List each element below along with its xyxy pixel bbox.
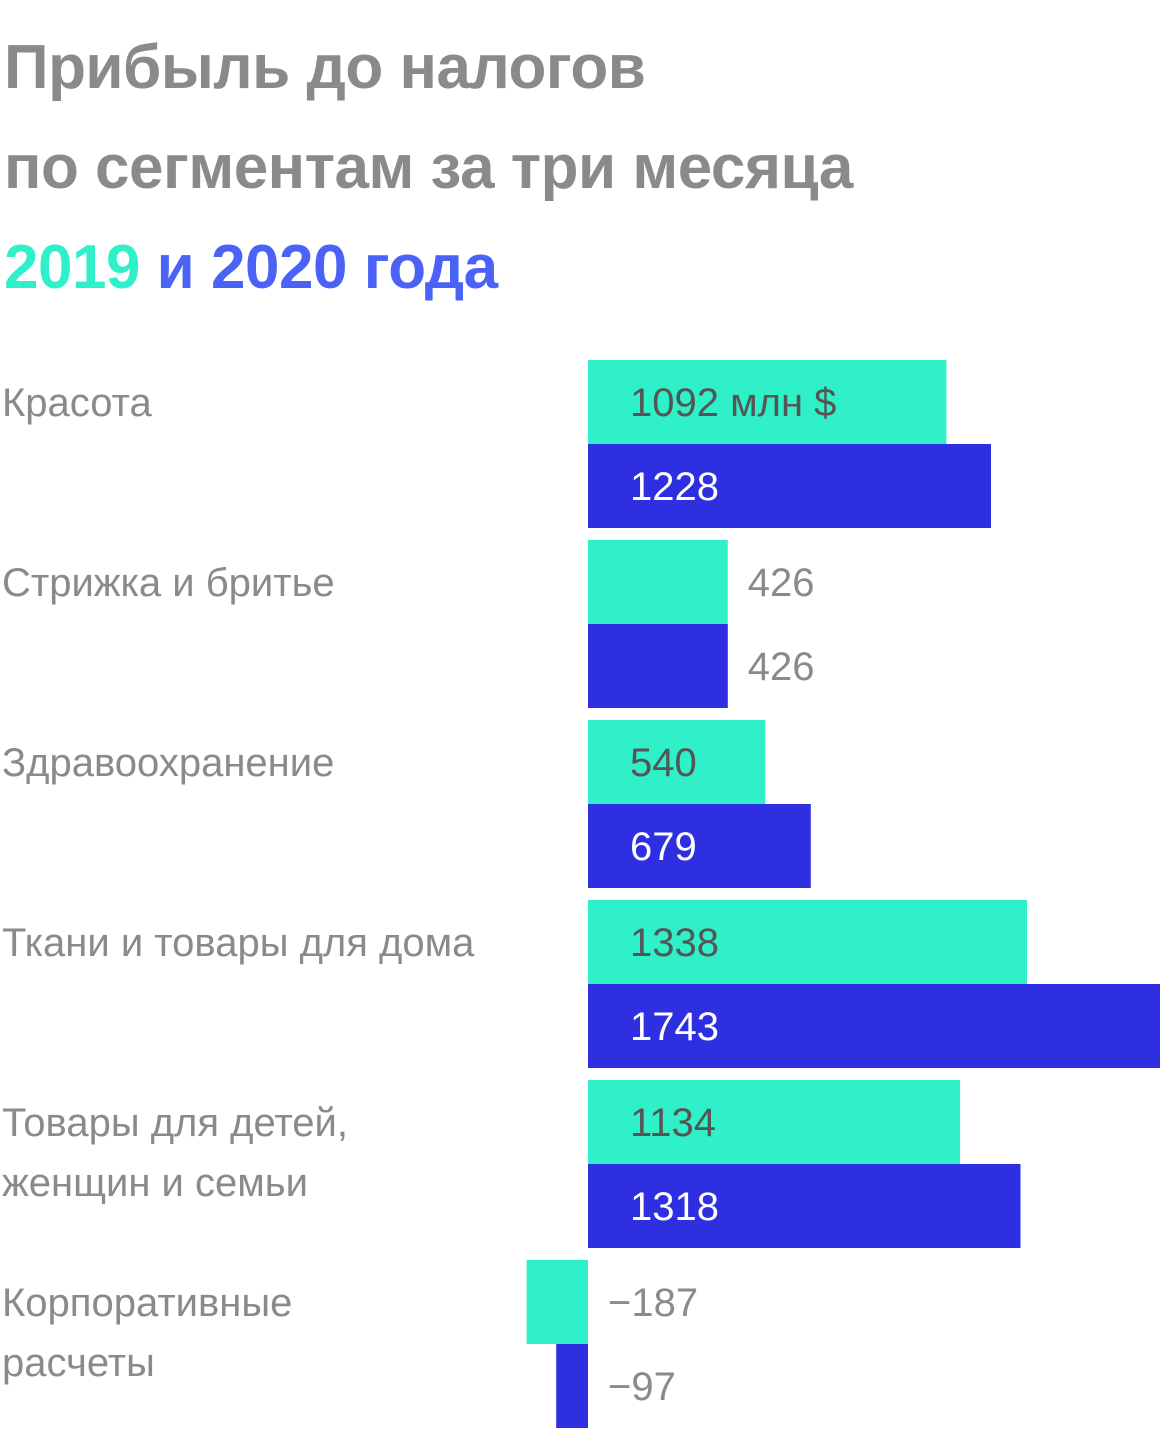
category-label-line: Корпоративные bbox=[2, 1281, 292, 1325]
title-year-2019: 2019 bbox=[4, 233, 140, 302]
category-label-line: Ткани и товары для дома bbox=[2, 921, 475, 965]
category-label-line: Красота bbox=[2, 381, 152, 425]
bar-2020-1 bbox=[588, 624, 728, 708]
bar-2019-0 bbox=[588, 360, 947, 444]
value-label: 540 bbox=[630, 741, 697, 785]
title-year-2020: 2020 bbox=[211, 233, 347, 302]
category-label-line: женщин и семьи bbox=[2, 1161, 308, 1205]
bar-2019-1 bbox=[588, 540, 728, 624]
category-label-line: расчеты bbox=[2, 1341, 155, 1385]
chart-title: Прибыль до налогов по сегментам за три м… bbox=[4, 18, 853, 318]
value-label: 426 bbox=[748, 645, 815, 689]
category-label: Товары для детей, женщин и семьи bbox=[2, 1101, 348, 1205]
bar-2020-2 bbox=[588, 804, 811, 888]
chart-title-line2: по сегментам за три месяца bbox=[4, 133, 853, 202]
value-label: 1338 bbox=[630, 921, 719, 965]
bar-2020-3 bbox=[588, 984, 1160, 1068]
title-connector: и bbox=[156, 233, 195, 302]
bar-2019-4 bbox=[588, 1080, 961, 1164]
value-label: 1743 bbox=[630, 1005, 719, 1049]
bar-2019-3 bbox=[588, 900, 1028, 984]
value-label: 1092 млн $ bbox=[630, 381, 836, 425]
value-label: −187 bbox=[608, 1281, 698, 1325]
title-suffix: года bbox=[363, 233, 498, 302]
bar-2020-5 bbox=[556, 1344, 588, 1428]
category-label: Корпоративные расчеты bbox=[2, 1281, 292, 1385]
value-label: 679 bbox=[630, 825, 697, 869]
chart-title-line1: Прибыль до налогов bbox=[4, 33, 646, 102]
value-label: 426 bbox=[748, 561, 815, 605]
bar-2019-5 bbox=[526, 1260, 588, 1344]
category-label: Стрижка и бритье bbox=[2, 561, 335, 605]
value-label: 1318 bbox=[630, 1185, 719, 1229]
category-label-line: Стрижка и бритье bbox=[2, 561, 335, 605]
value-label: 1228 bbox=[630, 465, 719, 509]
value-label: 1134 bbox=[630, 1101, 716, 1145]
category-label: Красота bbox=[2, 381, 152, 425]
value-label: −97 bbox=[608, 1365, 676, 1409]
chart-title-line3: 2019 и 2020 года bbox=[4, 218, 853, 318]
bar-2020-0 bbox=[588, 444, 991, 528]
category-label: Здравоохранение bbox=[2, 741, 334, 785]
category-label-line: Товары для детей, bbox=[2, 1101, 348, 1145]
category-label: Ткани и товары для дома bbox=[2, 921, 475, 965]
bar-2020-4 bbox=[588, 1164, 1021, 1248]
bar-2019-2 bbox=[588, 720, 766, 804]
category-label-line: Здравоохранение bbox=[2, 741, 334, 785]
